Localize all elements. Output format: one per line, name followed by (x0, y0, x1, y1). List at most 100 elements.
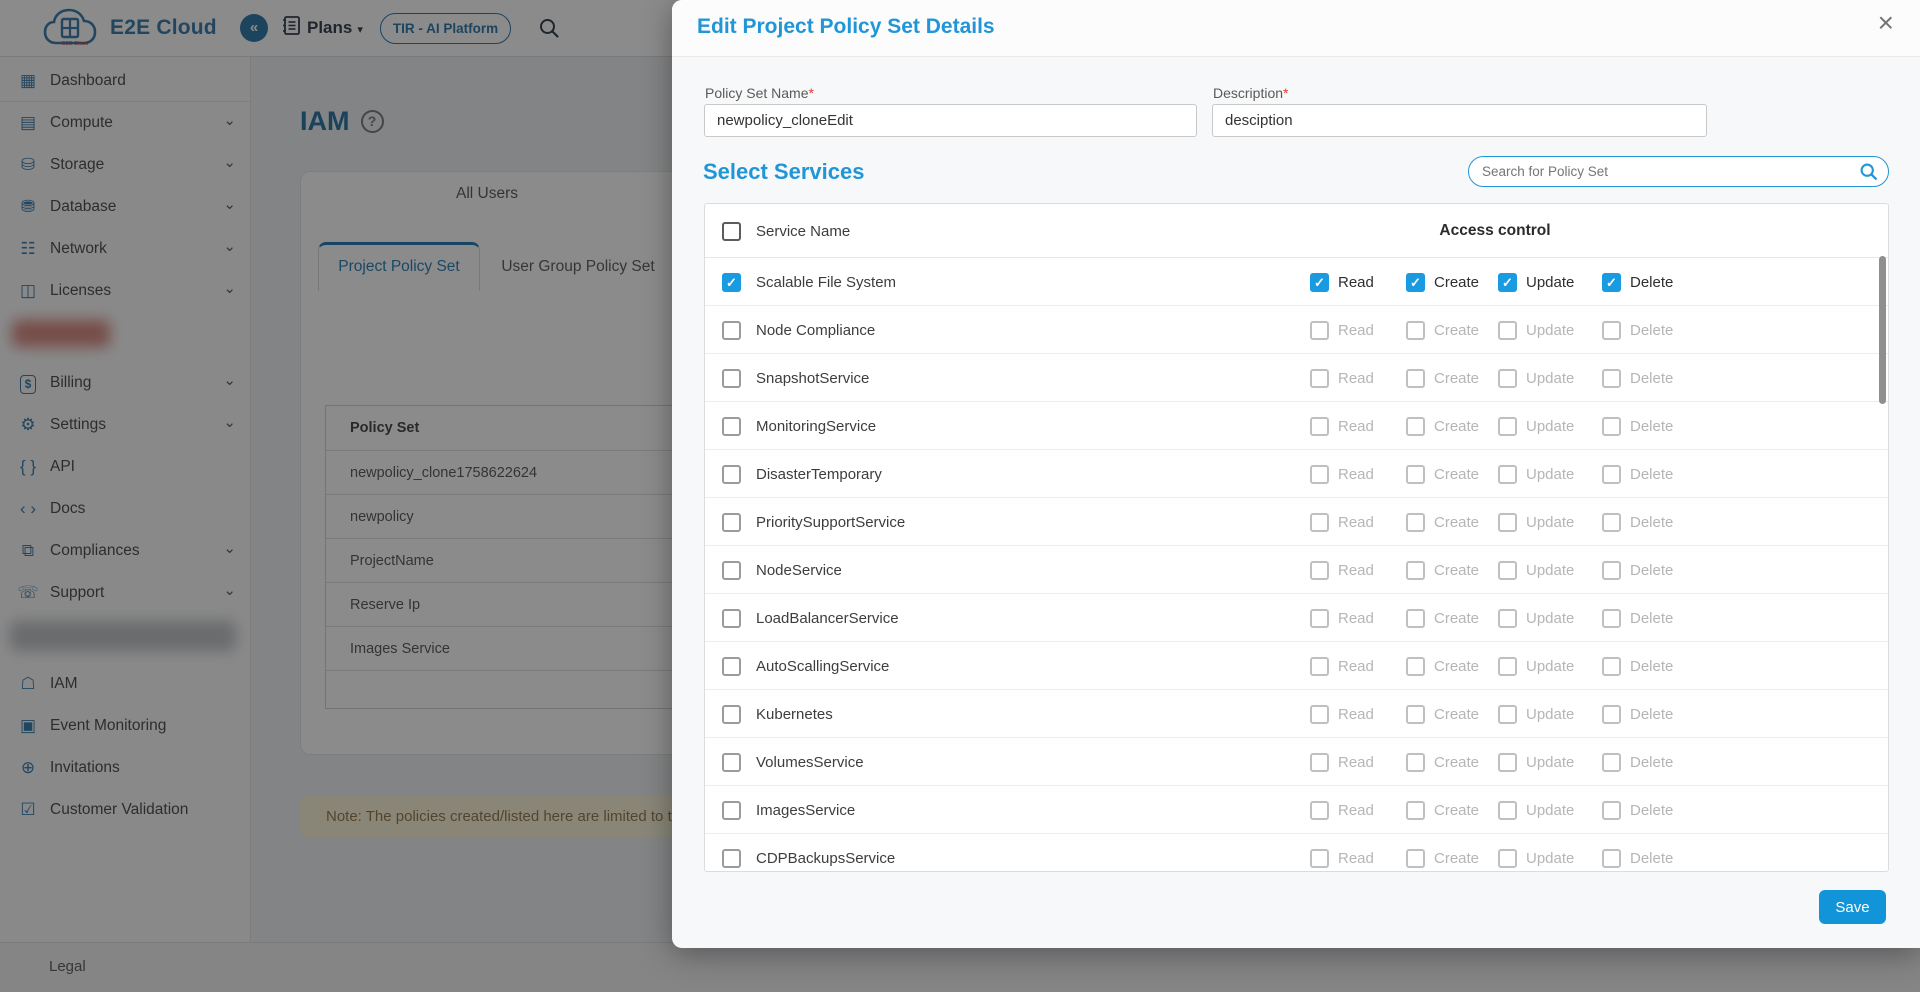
permission-label: Read (1338, 514, 1374, 531)
permission-update-checkbox[interactable] (1498, 321, 1517, 340)
permission-create-checkbox[interactable]: ✓ (1406, 273, 1425, 292)
permission-label: Delete (1630, 274, 1674, 291)
permission-update-checkbox[interactable] (1498, 369, 1517, 388)
permission-update-checkbox[interactable] (1498, 561, 1517, 580)
service-checkbox[interactable] (722, 561, 741, 580)
permission-read-checkbox[interactable] (1310, 561, 1329, 580)
permission-update-checkbox[interactable] (1498, 849, 1517, 868)
permission-update-checkbox[interactable] (1498, 465, 1517, 484)
permission-delete-checkbox[interactable] (1602, 849, 1621, 868)
permission-read-checkbox[interactable] (1310, 609, 1329, 628)
permission-update-checkbox[interactable] (1498, 801, 1517, 820)
close-icon[interactable]: × (1877, 7, 1894, 38)
permission-label: Create (1434, 850, 1480, 867)
permission-create-checkbox[interactable] (1406, 849, 1425, 868)
service-checkbox[interactable]: ✓ (722, 273, 741, 292)
permission-update-checkbox[interactable] (1498, 705, 1517, 724)
permission-label: Update (1526, 850, 1575, 867)
permission-delete-checkbox[interactable] (1602, 369, 1621, 388)
save-button[interactable]: Save (1819, 890, 1886, 924)
permission-label: Delete (1630, 706, 1674, 723)
permission-read-checkbox[interactable] (1310, 369, 1329, 388)
permission-read-checkbox[interactable] (1310, 321, 1329, 340)
service-checkbox[interactable] (722, 705, 741, 724)
required-asterisk: * (1283, 85, 1289, 101)
permission-delete-checkbox[interactable]: ✓ (1602, 273, 1621, 292)
service-name-header: Service Name (756, 223, 851, 240)
permission-create-checkbox[interactable] (1406, 753, 1425, 772)
service-name: NodeService (756, 562, 842, 579)
permission-read-checkbox[interactable] (1310, 417, 1329, 436)
permission-read-checkbox[interactable] (1310, 657, 1329, 676)
permission-read-checkbox[interactable] (1310, 801, 1329, 820)
permission-delete-checkbox[interactable] (1602, 753, 1621, 772)
service-row: MonitoringService Read Create Update Delete (705, 402, 1888, 450)
permission-create-checkbox[interactable] (1406, 657, 1425, 676)
service-checkbox[interactable] (722, 465, 741, 484)
permission-delete-checkbox[interactable] (1602, 561, 1621, 580)
permission-read-checkbox[interactable] (1310, 753, 1329, 772)
service-checkbox[interactable] (722, 321, 741, 340)
permission-update-checkbox[interactable]: ✓ (1498, 273, 1517, 292)
permission-create-checkbox[interactable] (1406, 369, 1425, 388)
service-checkbox[interactable] (722, 417, 741, 436)
permission-read: Read (1310, 657, 1374, 676)
permission-label: Delete (1630, 370, 1674, 387)
service-checkbox[interactable] (722, 609, 741, 628)
search-icon[interactable] (1859, 162, 1878, 186)
permission-update-checkbox[interactable] (1498, 657, 1517, 676)
permission-update-checkbox[interactable] (1498, 753, 1517, 772)
permission-label: Delete (1630, 418, 1674, 435)
service-checkbox[interactable] (722, 753, 741, 772)
search-policy-set-input[interactable] (1482, 158, 1852, 184)
permission-update-checkbox[interactable] (1498, 513, 1517, 532)
permission-delete-checkbox[interactable] (1602, 801, 1621, 820)
permission-create-checkbox[interactable] (1406, 561, 1425, 580)
permission-read-checkbox[interactable] (1310, 465, 1329, 484)
permission-read: Read (1310, 609, 1374, 628)
policy-set-name-input[interactable] (704, 104, 1197, 137)
permission-read-checkbox[interactable] (1310, 849, 1329, 868)
permission-delete-checkbox[interactable] (1602, 657, 1621, 676)
permission-read: ✓ Read (1310, 273, 1374, 292)
permission-create: Create (1406, 465, 1479, 484)
permission-create-checkbox[interactable] (1406, 801, 1425, 820)
description-label: Description* (1213, 85, 1289, 101)
permission-create-checkbox[interactable] (1406, 417, 1425, 436)
permission-read-checkbox[interactable] (1310, 705, 1329, 724)
permission-create-checkbox[interactable] (1406, 321, 1425, 340)
permission-update-checkbox[interactable] (1498, 417, 1517, 436)
permission-delete-checkbox[interactable] (1602, 705, 1621, 724)
select-all-checkbox[interactable] (722, 222, 741, 241)
permission-delete-checkbox[interactable] (1602, 609, 1621, 628)
permission-read: Read (1310, 513, 1374, 532)
permission-update-checkbox[interactable] (1498, 609, 1517, 628)
permission-label: Delete (1630, 562, 1674, 579)
service-checkbox[interactable] (722, 801, 741, 820)
permission-create-checkbox[interactable] (1406, 513, 1425, 532)
services-rows: ✓ Scalable File System ✓ Read ✓ Create ✓ Upda… (705, 258, 1888, 871)
permission-delete: Delete (1602, 513, 1673, 532)
permission-label: Create (1434, 706, 1480, 723)
permission-create-checkbox[interactable] (1406, 705, 1425, 724)
permission-create-checkbox[interactable] (1406, 609, 1425, 628)
permission-delete-checkbox[interactable] (1602, 465, 1621, 484)
permission-delete: Delete (1602, 657, 1673, 676)
service-row: AutoScallingService Read Create Update Dele… (705, 642, 1888, 690)
description-input[interactable] (1212, 104, 1707, 137)
permission-read: Read (1310, 753, 1374, 772)
scrollbar-thumb[interactable] (1879, 256, 1886, 404)
permission-create: Create (1406, 321, 1479, 340)
permission-create-checkbox[interactable] (1406, 465, 1425, 484)
permission-delete-checkbox[interactable] (1602, 417, 1621, 436)
permission-delete-checkbox[interactable] (1602, 513, 1621, 532)
service-checkbox[interactable] (722, 513, 741, 532)
service-checkbox[interactable] (722, 849, 741, 868)
service-checkbox[interactable] (722, 369, 741, 388)
permission-delete-checkbox[interactable] (1602, 321, 1621, 340)
modal-header: Edit Project Policy Set Details × (672, 0, 1920, 57)
service-checkbox[interactable] (722, 657, 741, 676)
permission-read-checkbox[interactable]: ✓ (1310, 273, 1329, 292)
permission-read-checkbox[interactable] (1310, 513, 1329, 532)
